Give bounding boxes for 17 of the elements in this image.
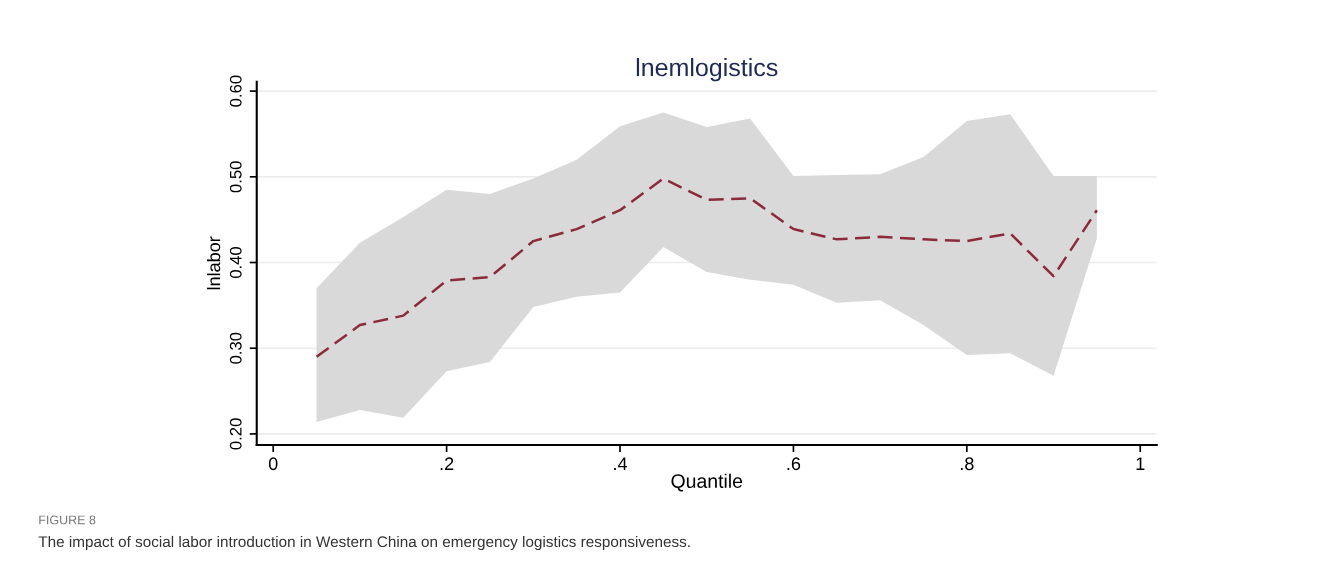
x-tick-label: .6 [787, 457, 801, 471]
x-axis-title: Quantile [671, 473, 743, 492]
line-series [315, 177, 1099, 359]
x-tick-label: 0 [268, 457, 278, 471]
y-tick-label: 0.60 [229, 75, 242, 107]
text: The impact of social labor introduction in Western China on emergency logistics responsiveness. [38, 535, 690, 551]
y-tick-label: 0.20 [229, 418, 242, 450]
x-tick-label: .4 [614, 457, 628, 470]
x-tick-label: .2 [440, 457, 454, 470]
y-tick-label: 0.40 [229, 246, 242, 279]
x-tick-label: .8 [960, 457, 974, 471]
y-axis-title: lnlabor [207, 236, 221, 290]
y-tick-label: 0.50 [229, 161, 242, 193]
y-tick-label: 0.30 [229, 332, 242, 364]
caption: FIGURE 8 [39, 515, 96, 525]
x-tick-label: 1 [1136, 457, 1145, 470]
chart-title: lnemlogistics [636, 58, 778, 82]
